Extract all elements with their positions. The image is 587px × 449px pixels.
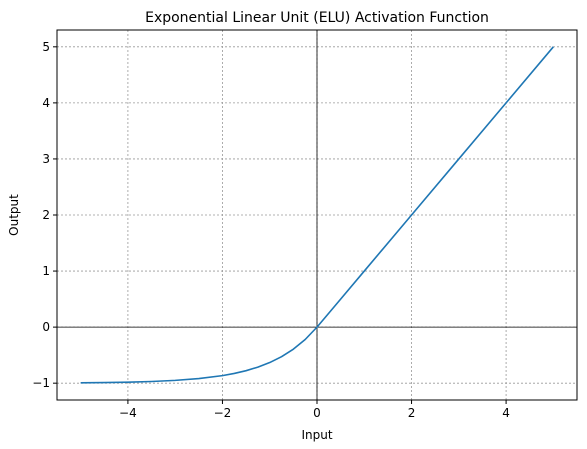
y-tick-label: 3 [42, 152, 50, 166]
elu-series-line [80, 46, 554, 384]
chart-title: Exponential Linear Unit (ELU) Activation… [145, 10, 489, 26]
y-axis-label: Output [7, 194, 21, 236]
x-tick-label: 2 [408, 406, 416, 420]
y-tick-label: 2 [42, 208, 50, 222]
x-tick-label: −4 [119, 406, 137, 420]
y-tick-label: −1 [32, 376, 50, 390]
y-tick-label: 0 [42, 320, 50, 334]
x-axis-label: Input [301, 428, 332, 442]
x-axis-ticks: −4 −2 0 2 4 [119, 400, 510, 420]
x-tick-label: 4 [502, 406, 510, 420]
x-tick-label: 0 [313, 406, 321, 420]
x-tick-label: −2 [214, 406, 232, 420]
series-layer [80, 46, 554, 384]
y-tick-label: 1 [42, 264, 50, 278]
y-tick-label: 5 [42, 40, 50, 54]
y-tick-label: 4 [42, 96, 50, 110]
y-axis-ticks: −1 0 1 2 3 4 5 [32, 40, 57, 390]
